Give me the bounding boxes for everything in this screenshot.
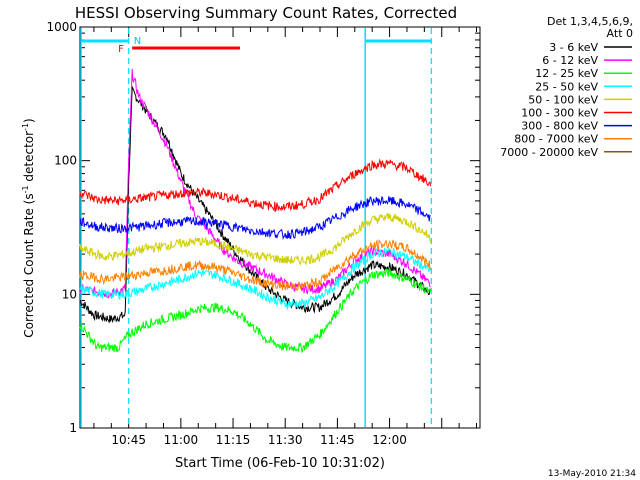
x-tick-label: 11:45 xyxy=(320,433,355,447)
x-tick-label: 10:45 xyxy=(111,433,146,447)
legend-header-1: Det 1,3,4,5,6,9, xyxy=(547,15,633,28)
legend-label: 300 - 800 keV xyxy=(521,120,598,133)
legend-label: 100 - 300 keV xyxy=(521,107,598,120)
legend-label: 12 - 25 keV xyxy=(535,67,598,80)
x-axis-label: Start Time (06-Feb-10 10:31:02) xyxy=(175,456,385,471)
y-axis: 1 10 100 1000 xyxy=(46,20,480,435)
legend-label: 25 - 50 keV xyxy=(535,80,598,93)
series-line xyxy=(79,239,431,292)
series-line xyxy=(79,267,432,354)
y-tick-label: 1000 xyxy=(46,20,77,34)
flare-flag: F xyxy=(118,44,124,55)
time-markers: FN xyxy=(80,28,432,427)
y-tick-label: 100 xyxy=(54,154,77,168)
legend-label: 800 - 7000 keV xyxy=(514,133,598,146)
series-line xyxy=(79,85,431,324)
series-line xyxy=(79,158,432,213)
y-axis-label-mid: detector xyxy=(22,131,36,186)
y-tick-label: 1 xyxy=(69,421,77,435)
series-line xyxy=(79,213,432,266)
plot-frame xyxy=(79,26,481,429)
x-tick-label: 11:15 xyxy=(216,433,251,447)
series-line xyxy=(79,68,431,299)
chart-title: HESSI Observing Summary Count Rates, Cor… xyxy=(75,4,457,22)
series-line xyxy=(79,196,431,241)
y-axis-label-main: Corrected Count Rate (s xyxy=(22,193,36,337)
x-axis: 10:45 11:00 11:15 11:30 11:45 12:00 xyxy=(93,27,478,447)
series-line xyxy=(79,247,432,311)
legend-label: 7000 - 20000 keV xyxy=(500,146,598,159)
legend-label: 50 - 100 keV xyxy=(528,93,598,106)
night-flag: N xyxy=(134,36,141,47)
legend-label: 6 - 12 keV xyxy=(542,54,598,67)
legend-label: 3 - 6 keV xyxy=(549,41,598,54)
y-tick-label: 10 xyxy=(62,287,77,301)
timestamp: 13-May-2010 21:34 xyxy=(548,469,636,479)
x-tick-label: 11:00 xyxy=(164,433,199,447)
y-axis-label-sup2: -1 xyxy=(21,123,30,131)
legend-header-2: Att 0 xyxy=(607,27,633,40)
x-tick-label: 11:30 xyxy=(268,433,303,447)
x-tick-label: 12:00 xyxy=(372,433,407,447)
y-axis-label-sup1: -1 xyxy=(21,185,30,193)
series-layer xyxy=(79,68,432,354)
y-axis-label: Corrected Count Rate (s-1 detector-1) xyxy=(21,118,36,337)
y-axis-label-end: ) xyxy=(22,118,36,123)
